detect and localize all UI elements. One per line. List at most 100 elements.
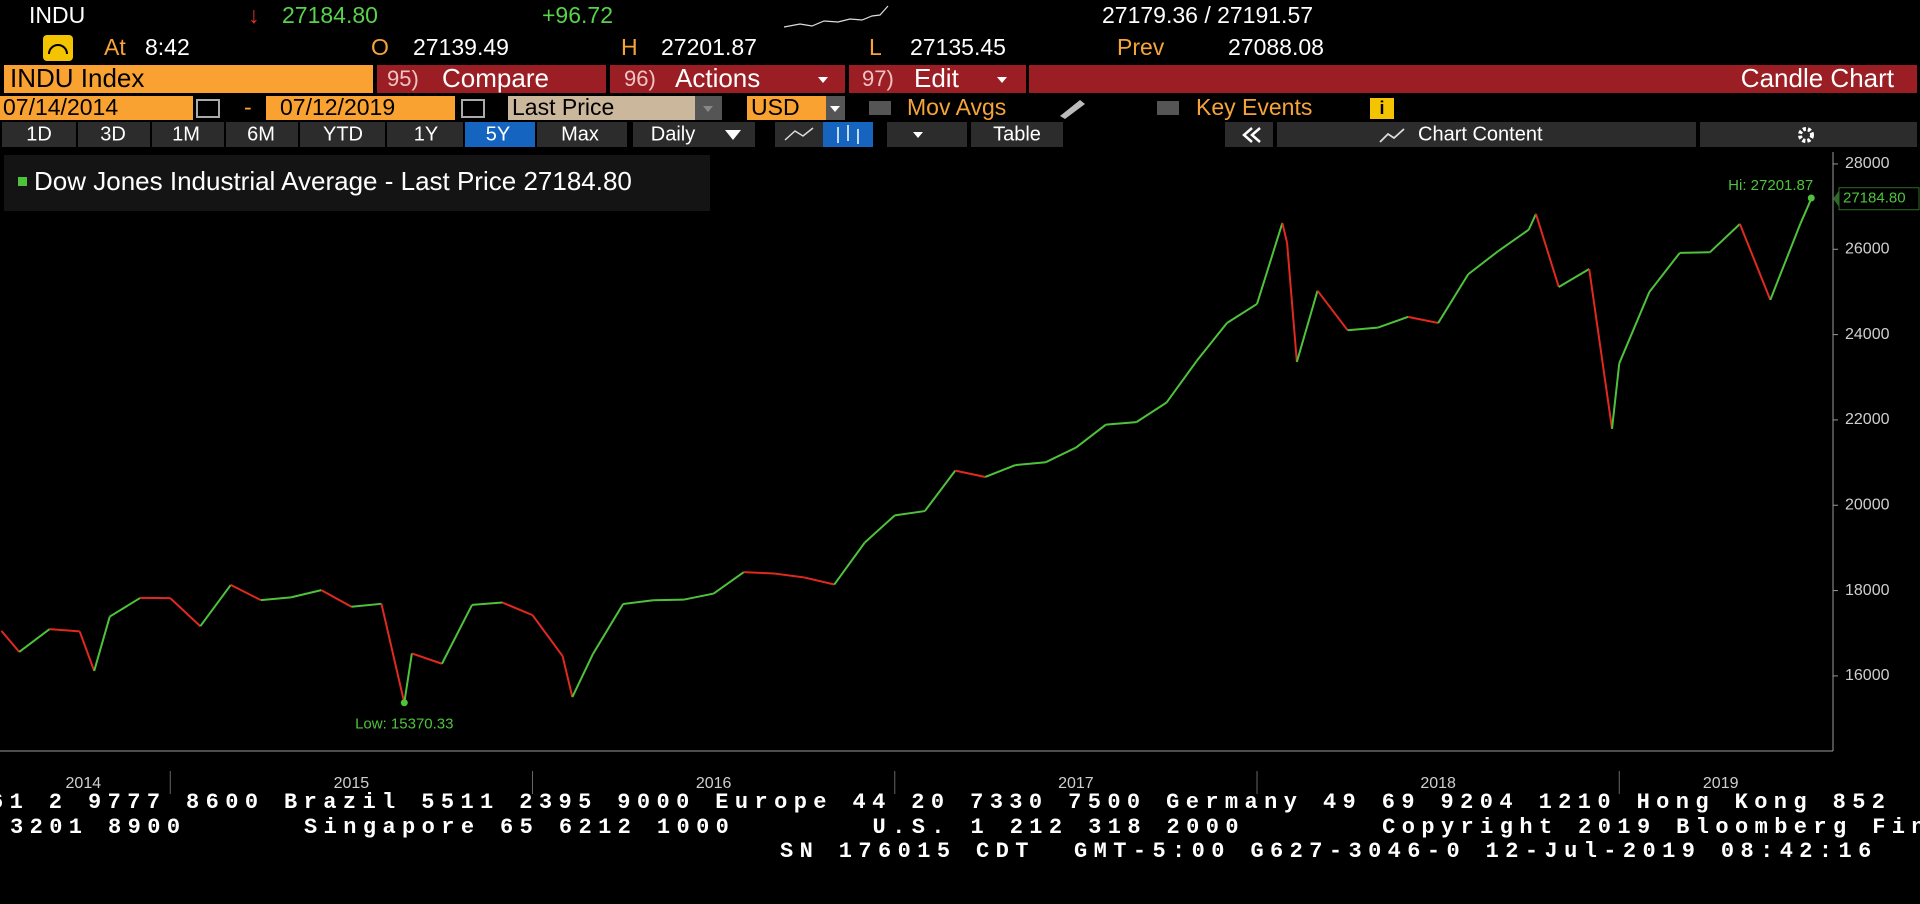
annotation: Hi: 27201.87: [1728, 177, 1813, 194]
edit-label: Edit: [914, 63, 960, 93]
price-segment: [18, 628, 51, 653]
title-bar: [1029, 65, 1917, 93]
chart-content-button[interactable]: [1277, 122, 1696, 147]
currency-box[interactable]: [747, 96, 826, 120]
price-segment: [1588, 268, 1614, 429]
field-box[interactable]: [508, 96, 695, 120]
gear-icon: [1798, 127, 1814, 143]
open-label: O: [371, 34, 389, 60]
footer-line: 61 2 9777 8600 Brazil 5511 2395 9000 Eur…: [0, 790, 1891, 815]
mov-avgs-checkbox[interactable]: [869, 101, 891, 115]
date-dash: -: [244, 94, 252, 120]
price-segment: [924, 470, 957, 512]
price-segment: [1527, 213, 1537, 231]
period-button[interactable]: [300, 122, 385, 147]
price-segment: [713, 571, 745, 595]
x-tick-label: 2016: [696, 775, 732, 792]
price-segment: [169, 597, 202, 627]
price-segment: [1498, 228, 1530, 252]
compare-button[interactable]: [377, 65, 606, 93]
price-segment: [803, 576, 835, 586]
chart-content-icon: [1379, 128, 1405, 143]
price-segment: [653, 598, 684, 602]
x-tick-label: 2014: [66, 775, 102, 792]
footer-line: SN 176015 CDT GMT-5:00 G627-3046-0 12-Ju…: [780, 839, 1878, 864]
alert-icon-gauge: [48, 44, 68, 55]
price-segment: [320, 589, 352, 608]
period-button[interactable]: [2, 122, 76, 147]
end-date-box[interactable]: [266, 96, 455, 120]
period-label: 5Y: [486, 123, 510, 145]
key-events: Key Events: [1196, 94, 1312, 120]
info-icon[interactable]: [1370, 98, 1394, 119]
y-tick-label: 16000: [1845, 667, 1890, 684]
key-events-checkbox[interactable]: [1157, 101, 1179, 115]
price-segment: [1738, 223, 1772, 301]
info-icon-glyph: i: [1379, 98, 1384, 118]
period-button[interactable]: [152, 122, 224, 147]
price-segment: [1105, 421, 1137, 426]
open: 27139.49: [413, 34, 509, 60]
prev: 27088.08: [1228, 34, 1324, 60]
change: +96.72: [542, 2, 613, 28]
frequency: Daily: [651, 123, 695, 145]
end-date: 07/12/2019: [280, 94, 395, 120]
price-segment: [1226, 303, 1258, 324]
period-button[interactable]: [78, 122, 150, 147]
sparkline: [783, 5, 889, 28]
price-segment: [864, 514, 896, 544]
calendar-icon[interactable]: [196, 99, 220, 118]
x-tick-label: 2018: [1420, 775, 1456, 792]
legend-box: [4, 155, 710, 211]
dropdown-arrow: [997, 77, 1007, 83]
price-segment: [1679, 251, 1710, 254]
price-segment: [78, 631, 96, 672]
price-segment: [1558, 268, 1590, 288]
price-segment: [894, 510, 925, 517]
price-segment: [49, 628, 80, 633]
price-segment: [1709, 223, 1741, 254]
price-segment: [561, 655, 574, 698]
price-segment: [1611, 363, 1621, 429]
period-label: 1D: [26, 123, 52, 145]
price-segment: [1618, 291, 1651, 364]
dropdown-arrow: [818, 77, 828, 83]
edit-button[interactable]: [849, 65, 1026, 93]
compare-label: Compare: [442, 63, 549, 93]
line-style-button[interactable]: [775, 122, 823, 147]
period-label: YTD: [323, 123, 363, 145]
annotation-marker: [400, 699, 408, 707]
legend-swatch: [18, 177, 27, 186]
collapse-button[interactable]: [1225, 122, 1273, 147]
last-price-pointer: [1833, 190, 1839, 207]
last-price-label: 27184.80: [1843, 190, 1906, 207]
alert-icon[interactable]: [43, 35, 73, 61]
y-tick-label: 28000: [1845, 155, 1890, 172]
period-button[interactable]: [387, 122, 463, 147]
price-segment: [1377, 315, 1409, 329]
edit-num: 97): [862, 66, 894, 91]
currency: USD: [751, 94, 800, 120]
style-dropdown[interactable]: [887, 122, 967, 147]
security-box[interactable]: [4, 65, 373, 93]
price-segment: [502, 601, 533, 617]
period-button-selected[interactable]: [465, 122, 535, 147]
price-segment: [1015, 461, 1046, 467]
period-button[interactable]: [537, 122, 627, 147]
price-segment: [1045, 446, 1077, 464]
calendar-icon[interactable]: [461, 99, 485, 118]
start-date-box[interactable]: [0, 96, 193, 120]
price-segment: [1534, 213, 1560, 288]
chart-kind: Candle Chart: [1741, 63, 1895, 93]
legend-name: Dow Jones Industrial Average - Last Pric…: [34, 166, 516, 196]
table-button[interactable]: [971, 122, 1063, 147]
line-icon: [784, 127, 814, 141]
annotation-marker: [1807, 194, 1815, 202]
annotation: Low: 15370.33: [355, 716, 453, 733]
actions-button[interactable]: [610, 65, 845, 93]
prev-label: Prev: [1117, 34, 1165, 60]
price-segment: [1799, 198, 1813, 225]
settings-button[interactable]: [1700, 122, 1917, 147]
period-button[interactable]: [226, 122, 298, 147]
